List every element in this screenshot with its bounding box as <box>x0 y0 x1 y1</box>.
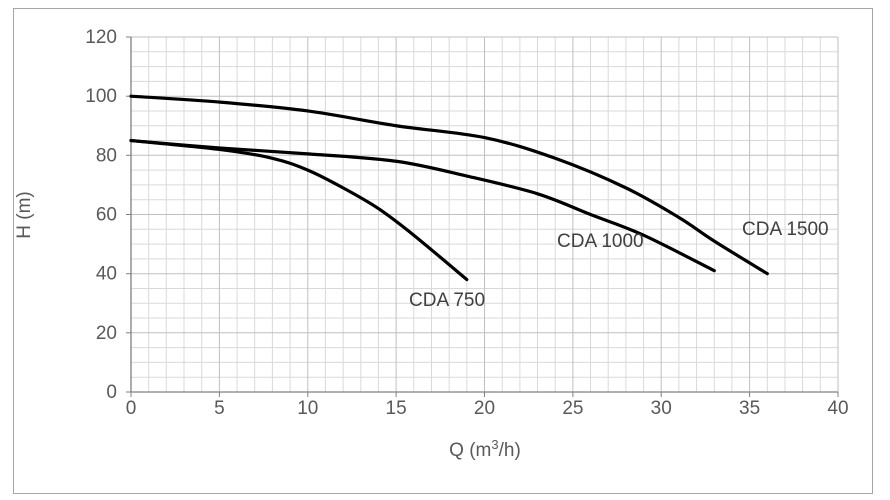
svg-text:H (m): H (m) <box>14 191 35 238</box>
svg-text:35: 35 <box>739 398 760 419</box>
svg-text:20: 20 <box>96 323 117 344</box>
svg-text:40: 40 <box>827 398 848 419</box>
svg-text:0: 0 <box>126 398 137 419</box>
svg-text:80: 80 <box>96 145 117 166</box>
svg-text:25: 25 <box>562 398 583 419</box>
svg-text:60: 60 <box>96 205 117 226</box>
svg-text:CDA 750: CDA 750 <box>409 290 485 311</box>
svg-text:CDA 1500: CDA 1500 <box>742 219 829 240</box>
svg-text:15: 15 <box>386 398 407 419</box>
svg-text:120: 120 <box>85 27 117 48</box>
svg-text:10: 10 <box>297 398 318 419</box>
svg-text:100: 100 <box>85 86 117 107</box>
svg-text:20: 20 <box>474 398 495 419</box>
svg-text:5: 5 <box>214 398 225 419</box>
svg-text:Q (m3/h): Q (m3/h) <box>449 437 521 462</box>
svg-text:40: 40 <box>96 264 117 285</box>
svg-text:0: 0 <box>106 382 117 403</box>
svg-text:30: 30 <box>651 398 672 419</box>
svg-text:CDA 1000: CDA 1000 <box>557 231 644 252</box>
